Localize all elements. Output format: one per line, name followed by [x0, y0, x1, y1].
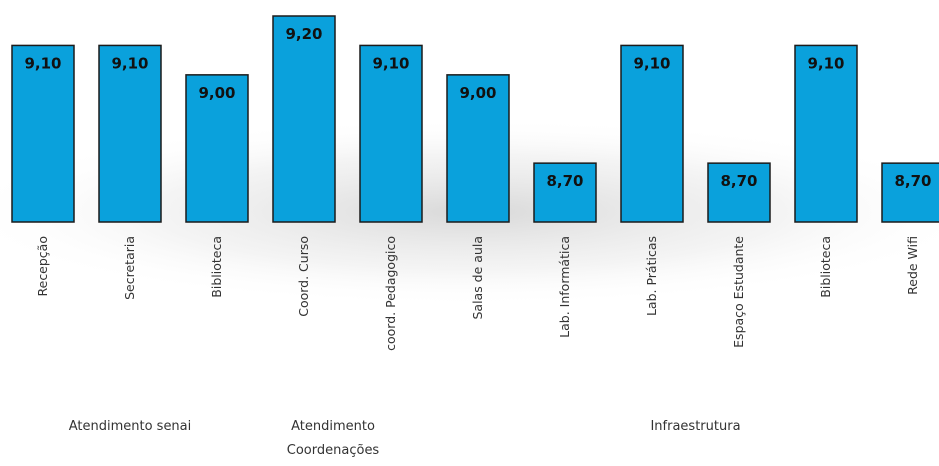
value-label: 9,10 — [807, 54, 844, 72]
value-label: 9,00 — [459, 84, 496, 102]
category-label: Lab. Práticas — [644, 236, 659, 316]
bar-7-lab-informatica — [533, 162, 597, 223]
bar-10-biblioteca — [794, 44, 858, 223]
bar-9-espaco-estudante — [707, 162, 771, 223]
group-label-atendimento-coordenacoes: Atendimento Coordenações — [287, 419, 380, 458]
bar-8-lab-praticas — [620, 44, 684, 223]
group-label-atendimento-senai: Atendimento senai — [69, 419, 192, 434]
category-label: Rede Wifi — [905, 236, 920, 295]
group-label-line: Infraestrutura — [650, 419, 740, 434]
category-label: Coord. Curso — [296, 236, 311, 317]
bar-5-coord-pedagogico — [359, 44, 423, 223]
value-label: 9,10 — [24, 54, 61, 72]
bar-11-rede-wifi — [881, 162, 939, 223]
category-label: Secretaria — [122, 236, 137, 300]
value-labels: 9,10 9,10 9,00 9,20 9,10 9,00 8,70 9,10 8,70 9,10… — [24, 25, 931, 190]
value-label: 9,10 — [372, 54, 409, 72]
value-label: 9,20 — [285, 25, 322, 43]
group-label-line: Atendimento senai — [69, 419, 192, 434]
bar-4-coord-curso — [272, 15, 336, 223]
category-label: Biblioteca — [818, 236, 833, 298]
value-label: 8,70 — [720, 172, 757, 190]
group-label-line: Atendimento — [291, 419, 375, 434]
category-labels: Recepção Secretaria Biblioteca Coord. Curso… — [35, 236, 920, 351]
group-labels: Atendimento senai Atendimento Coordenações… — [69, 419, 741, 458]
bar-2-secretaria — [98, 44, 162, 223]
bars — [11, 15, 939, 223]
group-label-infraestrutura: Infraestrutura — [650, 419, 740, 434]
category-label: coord. Pedagogico — [383, 236, 398, 351]
value-label: 9,00 — [198, 84, 235, 102]
bar-1-recepcao — [11, 44, 75, 223]
value-label: 9,10 — [633, 54, 670, 72]
bar-6-salas-de-aula — [446, 74, 510, 223]
value-label: 9,10 — [111, 54, 148, 72]
value-label: 8,70 — [546, 172, 583, 190]
category-label: Lab. Informática — [557, 236, 572, 338]
category-label: Recepção — [35, 236, 50, 297]
group-label-line: Coordenações — [287, 443, 380, 458]
category-label: Biblioteca — [209, 236, 224, 298]
category-label: Salas de aula — [470, 236, 485, 320]
value-label: 8,70 — [894, 172, 931, 190]
bar-3-biblioteca — [185, 74, 249, 223]
category-label: Espaço Estudante — [731, 236, 746, 348]
